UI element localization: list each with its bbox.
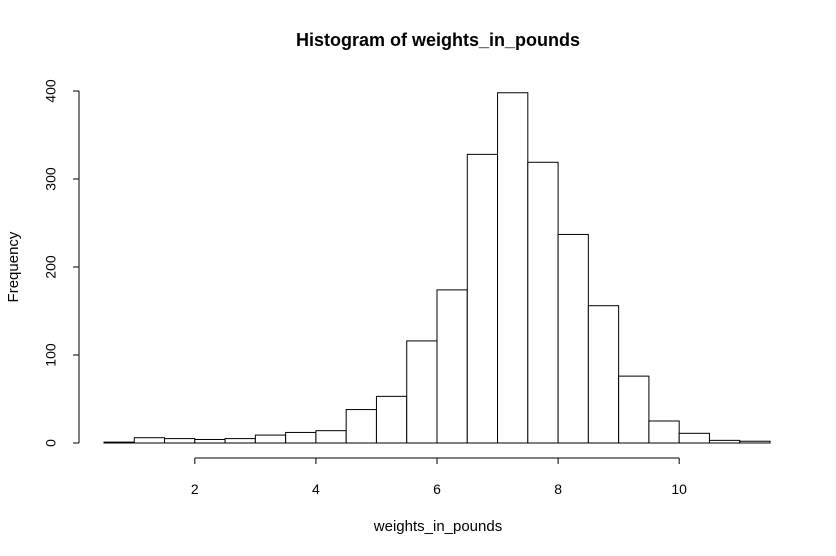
histogram-bar-5: [224, 438, 256, 444]
histogram-bar-14: [497, 92, 529, 444]
y-axis: 0 100 200 300 400: [43, 79, 80, 447]
x-tick-label-4: 4: [312, 481, 320, 497]
histogram-bar-15: [527, 161, 559, 444]
x-ticks: 2 4 6 8 10: [191, 458, 687, 497]
histogram-bar-10: [375, 395, 408, 444]
y-tick-label-100: 100: [43, 343, 59, 367]
x-axis: 2 4 6 8 10: [191, 457, 687, 497]
y-tick-label-0: 0: [43, 439, 59, 447]
histogram-bar-13: [466, 153, 499, 444]
histogram-bar-2: [133, 437, 166, 444]
histogram-bar-1: [103, 441, 135, 444]
histogram-bar-22: [739, 440, 771, 444]
y-axis-label: Frequency: [5, 231, 22, 302]
x-tick-label-6: 6: [433, 481, 441, 497]
histogram-bar-4: [194, 438, 226, 444]
histogram-bar-16: [557, 233, 589, 444]
histogram-bar-12: [436, 289, 468, 444]
y-tick-label-300: 300: [43, 167, 59, 191]
chart-title: Histogram of weights_in_pounds: [296, 30, 580, 50]
histogram-bar-8: [315, 430, 347, 444]
histogram-bar-7: [285, 431, 317, 444]
histogram-bar-20: [678, 432, 710, 444]
y-tick-label-400: 400: [43, 79, 59, 103]
x-tick-label-2: 2: [191, 481, 199, 497]
y-ticks: 0 100 200 300 400: [43, 79, 79, 447]
histogram-bar-6: [254, 434, 287, 444]
bars-layer: [103, 92, 771, 444]
histogram-bar-18: [618, 375, 650, 444]
y-tick-label-200: 200: [43, 255, 59, 279]
x-axis-label: weights_in_pounds: [373, 518, 502, 535]
histogram-bar-3: [164, 438, 196, 444]
histogram-bar-17: [587, 305, 620, 444]
histogram-bar-11: [406, 340, 438, 444]
x-tick-label-8: 8: [554, 481, 562, 497]
histogram-bar-21: [708, 439, 741, 444]
histogram-bar-19: [648, 420, 680, 444]
x-tick-label-10: 10: [671, 481, 687, 497]
histogram-bar-9: [345, 409, 377, 444]
